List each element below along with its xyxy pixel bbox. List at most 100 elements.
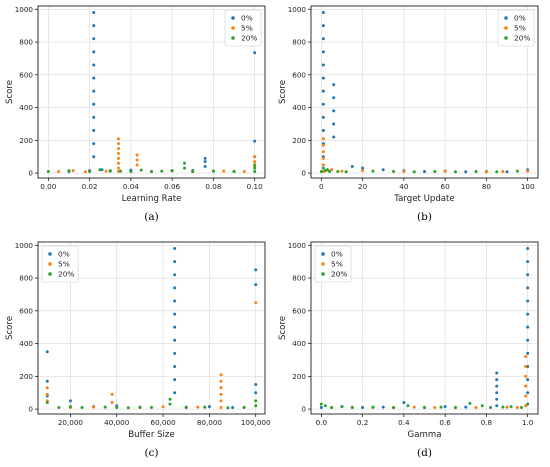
data-point <box>495 371 499 375</box>
data-point <box>168 402 172 406</box>
data-point <box>319 169 323 173</box>
legend-marker <box>48 272 52 276</box>
data-point <box>108 169 112 173</box>
legend-marker <box>48 252 52 256</box>
data-point <box>57 405 61 409</box>
data-point <box>443 405 447 409</box>
data-point <box>92 11 96 15</box>
data-point <box>92 50 96 54</box>
data-point <box>526 299 530 303</box>
x-tick-label: 0.4 <box>398 418 410 427</box>
data-point <box>412 170 416 174</box>
data-point <box>526 312 530 316</box>
data-point <box>453 170 457 174</box>
data-point <box>524 374 528 378</box>
data-point <box>480 404 484 408</box>
data-point <box>80 405 84 409</box>
y-tick-label: 600 <box>19 306 33 315</box>
data-point <box>484 170 488 174</box>
y-tick-label: 0 <box>301 169 306 178</box>
y-tick-label: 800 <box>19 38 33 47</box>
data-point <box>453 405 457 409</box>
y-tick-label: 600 <box>292 306 306 315</box>
data-point <box>509 405 513 409</box>
x-tick-label: 60,000 <box>151 418 177 427</box>
data-point <box>92 142 96 146</box>
legend-marker <box>231 16 235 20</box>
legend-label: 0% <box>58 250 70 259</box>
data-point <box>321 166 325 170</box>
data-point <box>439 405 443 409</box>
data-point <box>321 76 325 80</box>
data-point <box>321 102 325 106</box>
data-point <box>495 170 499 174</box>
data-point <box>116 142 120 146</box>
data-point <box>116 166 120 170</box>
data-point <box>88 169 92 173</box>
legend-marker <box>504 26 508 30</box>
x-tick-label: 0.00 <box>40 182 56 191</box>
data-point <box>321 63 325 67</box>
data-point <box>524 394 528 398</box>
data-point <box>526 402 530 406</box>
data-point <box>332 96 336 100</box>
data-point <box>92 63 96 67</box>
data-point <box>135 158 139 162</box>
data-point <box>150 169 153 173</box>
legend-label: 20% <box>514 34 530 43</box>
data-point <box>319 405 323 409</box>
data-point <box>526 247 530 251</box>
data-point <box>321 137 325 141</box>
legend-label: 20% <box>241 34 257 43</box>
data-point <box>168 397 172 401</box>
data-point <box>116 156 120 160</box>
x-tick-label: 40 <box>399 182 409 191</box>
panel-caption: (a) <box>144 211 158 223</box>
y-tick-label: 600 <box>19 70 33 79</box>
data-point <box>371 169 375 173</box>
data-point <box>254 283 258 287</box>
legend-label: 20% <box>58 270 74 279</box>
data-point <box>45 379 49 383</box>
data-point <box>92 102 96 106</box>
data-point <box>392 405 396 409</box>
data-point <box>402 169 406 173</box>
data-point <box>203 156 207 160</box>
data-point <box>45 386 49 390</box>
data-point <box>321 89 325 93</box>
x-tick-label: 20,000 <box>58 418 84 427</box>
data-point <box>495 391 499 395</box>
data-point <box>328 169 332 173</box>
data-point <box>57 169 61 173</box>
data-point <box>423 405 426 409</box>
data-point <box>219 392 223 396</box>
y-tick-label: 800 <box>292 38 306 47</box>
data-point <box>129 169 133 173</box>
data-point <box>321 24 325 28</box>
y-axis-label: Score <box>5 316 15 340</box>
data-point <box>474 405 478 409</box>
y-tick-label: 200 <box>19 372 33 381</box>
legend-label: 0% <box>514 14 526 23</box>
data-point <box>98 168 102 172</box>
data-point <box>126 406 130 410</box>
data-point <box>524 355 528 359</box>
y-tick-label: 0 <box>301 405 306 414</box>
y-tick-label: 0 <box>28 169 33 178</box>
data-point <box>253 160 257 164</box>
data-point <box>116 147 120 151</box>
x-tick-label: 1.0 <box>522 418 534 427</box>
y-tick-label: 1000 <box>15 5 34 14</box>
data-point <box>219 386 223 390</box>
data-point <box>254 301 258 305</box>
y-tick-label: 800 <box>19 274 33 283</box>
legend-label: 5% <box>58 260 70 269</box>
data-point <box>505 405 509 409</box>
data-point <box>231 405 235 409</box>
x-tick-label: 20 <box>358 182 368 191</box>
data-point <box>68 399 72 403</box>
data-point <box>253 51 257 55</box>
data-point <box>115 405 119 409</box>
